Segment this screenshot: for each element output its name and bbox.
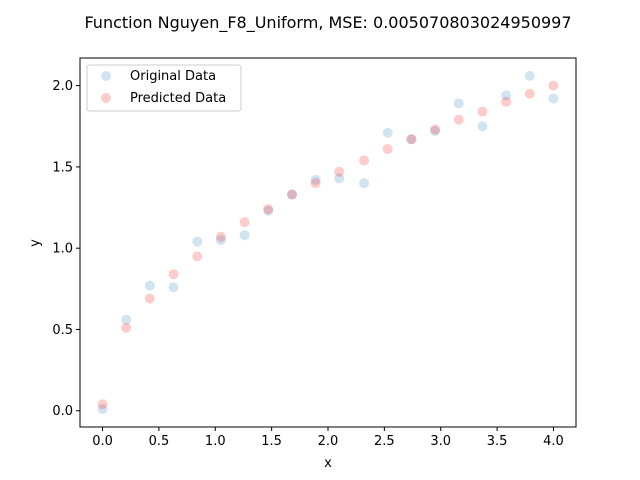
point-predicted-data [477,106,488,117]
point-original-data [310,174,321,185]
point-predicted-data [263,204,274,215]
point-original-data [406,134,417,145]
point-original-data [263,205,274,216]
point-predicted-data [97,399,108,410]
point-predicted-data [144,293,155,304]
point-original-data [168,282,179,293]
y-tick-label: 1.5 [52,160,73,175]
point-original-data [97,404,108,415]
point-predicted-data [239,217,250,228]
point-original-data [239,230,250,241]
legend-label-predicted: Predicted Data [130,91,226,106]
point-predicted-data [192,251,203,262]
x-axis-label: x [324,456,332,471]
point-original-data [382,127,393,138]
point-original-data [477,121,488,132]
legend-label-original: Original Data [130,69,216,84]
point-predicted-data [310,178,321,189]
point-original-data [453,98,464,109]
point-original-data [524,70,535,81]
x-tick-label: 3.5 [487,434,508,449]
y-tick-label: 0.5 [52,323,73,338]
point-predicted-data [286,189,297,200]
point-original-data [215,235,226,246]
point-predicted-data [430,124,441,135]
point-predicted-data [121,322,132,333]
point-predicted-data [548,80,559,91]
point-original-data [121,314,132,325]
y-axis-label: y [28,239,43,247]
point-predicted-data [406,134,417,145]
point-predicted-data [524,88,535,99]
legend: Original Data Predicted Data [86,64,242,112]
point-predicted-data [215,231,226,242]
point-original-data [144,280,155,291]
y-tick-label: 0.0 [52,404,73,419]
y-tick-label: 1.0 [52,242,73,257]
x-tick-label: 0.5 [149,434,170,449]
point-predicted-data [453,114,464,125]
point-predicted-data [382,144,393,155]
point-original-data [286,189,297,200]
point-predicted-data [334,166,345,177]
chart-title: Function Nguyen_F8_Uniform, MSE: 0.00507… [84,13,571,33]
x-tick-label: 1.0 [205,434,226,449]
point-original-data [501,90,512,101]
point-original-data [430,126,441,137]
point-original-data [548,93,559,104]
point-predicted-data [501,96,512,107]
point-original-data [192,236,203,247]
y-tick-label: 2.0 [52,79,73,94]
point-predicted-data [359,155,370,166]
x-tick-label: 2.0 [318,434,339,449]
x-tick-label: 1.5 [261,434,282,449]
x-tick-label: 0.0 [92,434,113,449]
point-predicted-data [168,269,179,280]
x-tick-label: 3.0 [430,434,451,449]
legend-marker-original [101,71,111,81]
point-original-data [359,178,370,189]
x-tick-label: 2.5 [374,434,395,449]
x-tick-label: 4.0 [543,434,564,449]
legend-marker-predicted [101,93,111,103]
point-original-data [334,173,345,184]
legend-box [86,64,242,112]
